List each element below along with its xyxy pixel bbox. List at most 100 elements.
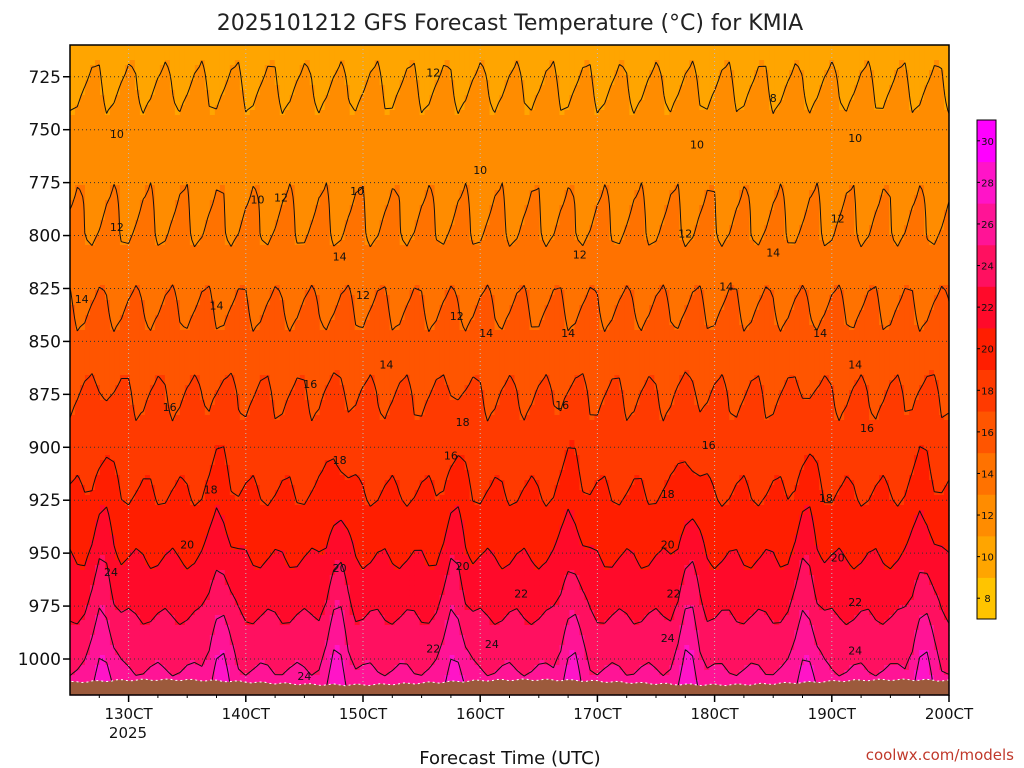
contour-label: 10 [473, 164, 487, 177]
contour-label: 10 [690, 139, 704, 152]
contour-label: 14 [561, 327, 575, 340]
x-tick-label: 150CT [339, 705, 388, 723]
y-tick-label: 800 [29, 227, 61, 247]
colorbar-swatch [977, 535, 996, 578]
colorbar-swatch [977, 452, 996, 495]
colorbar-swatch [977, 203, 996, 246]
contour-label: 20 [456, 560, 470, 573]
colorbar-swatch [977, 286, 996, 329]
contour-label: 12 [426, 67, 440, 80]
chart-title: 2025101212 GFS Forecast Temperature (°C)… [217, 11, 803, 36]
contour-label: 18 [204, 484, 218, 497]
contour-label: 12 [573, 249, 587, 262]
contour-label: 16 [860, 422, 874, 435]
contour-label: 22 [514, 587, 528, 600]
colorbar-swatch [977, 369, 996, 412]
isotherm-18 [69, 446, 950, 507]
ground-layer [69, 678, 950, 696]
contour-label: 18 [456, 416, 470, 429]
x-tick-label: 140CT [222, 705, 271, 723]
contour-label: 22 [848, 596, 862, 609]
contour-label: 20 [180, 539, 194, 552]
contour-label: 20 [333, 562, 347, 575]
contour-label: 20 [661, 539, 675, 552]
colorbar-frame [976, 119, 997, 620]
ground-fill [69, 678, 950, 696]
contour-label: 12 [450, 310, 464, 323]
plot-area [70, 45, 950, 696]
contour-label: 18 [661, 488, 675, 501]
x-axis: 130CT 140CT 150CT 160CT 170CT 180CT 190CT 200CT [98, 695, 974, 723]
contour-label: 18 [819, 492, 833, 505]
contour-label: 24 [297, 670, 311, 683]
colorbar-tick-label: 14 [981, 469, 994, 480]
y-tick-label: 875 [29, 385, 61, 405]
contour-label: 16 [702, 439, 716, 452]
contour-label: 14 [75, 293, 89, 306]
isotherm-10 [69, 60, 950, 114]
contour-label: 24 [104, 566, 118, 579]
contour-label: 12 [110, 221, 124, 234]
y-tick-label: 900 [29, 438, 61, 458]
x-tick-label: 180CT [690, 705, 739, 723]
contour-label: 12 [831, 213, 845, 226]
colorbar-swatch [977, 244, 996, 287]
contour-label: 10 [110, 128, 124, 141]
contour-label: 18 [333, 454, 347, 467]
isotherm-12 [69, 182, 950, 248]
contour-label: 16 [444, 450, 458, 463]
isotherm-contours [69, 60, 950, 696]
contour-label: 14 [813, 327, 827, 340]
y-tick-label: 725 [29, 68, 61, 88]
contour-label: 22 [426, 642, 440, 655]
y-tick-label: 950 [29, 544, 61, 564]
colorbar-tick-label: 8 [984, 594, 990, 605]
colorbar-swatch [977, 327, 996, 370]
contour-label: 14 [848, 359, 862, 372]
contour-label: 14 [210, 299, 224, 312]
colorbar-tick-label: 12 [981, 511, 994, 522]
contour-label: 16 [163, 401, 177, 414]
contour-label: 22 [667, 587, 681, 600]
y-axis: 725 750 775 800 825 850 875 900 925 950 975 1000 [18, 68, 70, 670]
colorbar-swatch [977, 411, 996, 454]
x-axis-label: Forecast Time (UTC) [419, 748, 600, 768]
contour-label: 20 [831, 551, 845, 564]
colorbar-swatch [977, 120, 996, 163]
y-tick-label: 925 [29, 491, 61, 511]
y-tick-label: 975 [29, 597, 61, 617]
grid-lines [70, 45, 950, 695]
contour-label: 14 [766, 247, 780, 260]
colorbar-tick-label: 30 [981, 137, 994, 148]
contour-label: 14 [333, 251, 347, 264]
contour-label: 16 [303, 378, 317, 391]
contour-label: 14 [479, 327, 493, 340]
y-tick-label: 1000 [18, 650, 61, 670]
colorbar-swatch [977, 577, 996, 620]
isotherm-24 [69, 606, 950, 677]
colorbar-tick-label: 24 [981, 262, 994, 273]
contour-label: 12 [274, 191, 288, 204]
colorbar-tick-label: 20 [981, 345, 994, 356]
isotherm-16 [69, 371, 950, 422]
x-tick-label: 200CT [925, 705, 974, 723]
colorbar-legend: 8 10 12 14 16 18 20 22 24 26 28 30 [976, 119, 997, 620]
contour-label: 10 [251, 194, 265, 207]
contour-label: 10 [350, 185, 364, 198]
y-tick-label: 750 [29, 121, 61, 141]
colorbar-swatch [977, 494, 996, 537]
colorbar-tick-label: 22 [981, 303, 994, 314]
contour-label: 24 [485, 638, 499, 651]
colorbar-tick-label: 16 [981, 428, 994, 439]
contour-label: 10 [848, 132, 862, 145]
x-axis-year: 2025 [109, 724, 147, 742]
y-tick-label: 775 [29, 174, 61, 194]
contour-label: 8 [770, 92, 777, 105]
colorbar-tick-label: 18 [981, 386, 994, 397]
contour-label: 12 [678, 227, 692, 240]
contour-label: 14 [719, 280, 733, 293]
y-tick-label: 850 [29, 332, 61, 352]
contour-label: 14 [379, 359, 393, 372]
colorbar-tick-label: 10 [981, 553, 994, 564]
